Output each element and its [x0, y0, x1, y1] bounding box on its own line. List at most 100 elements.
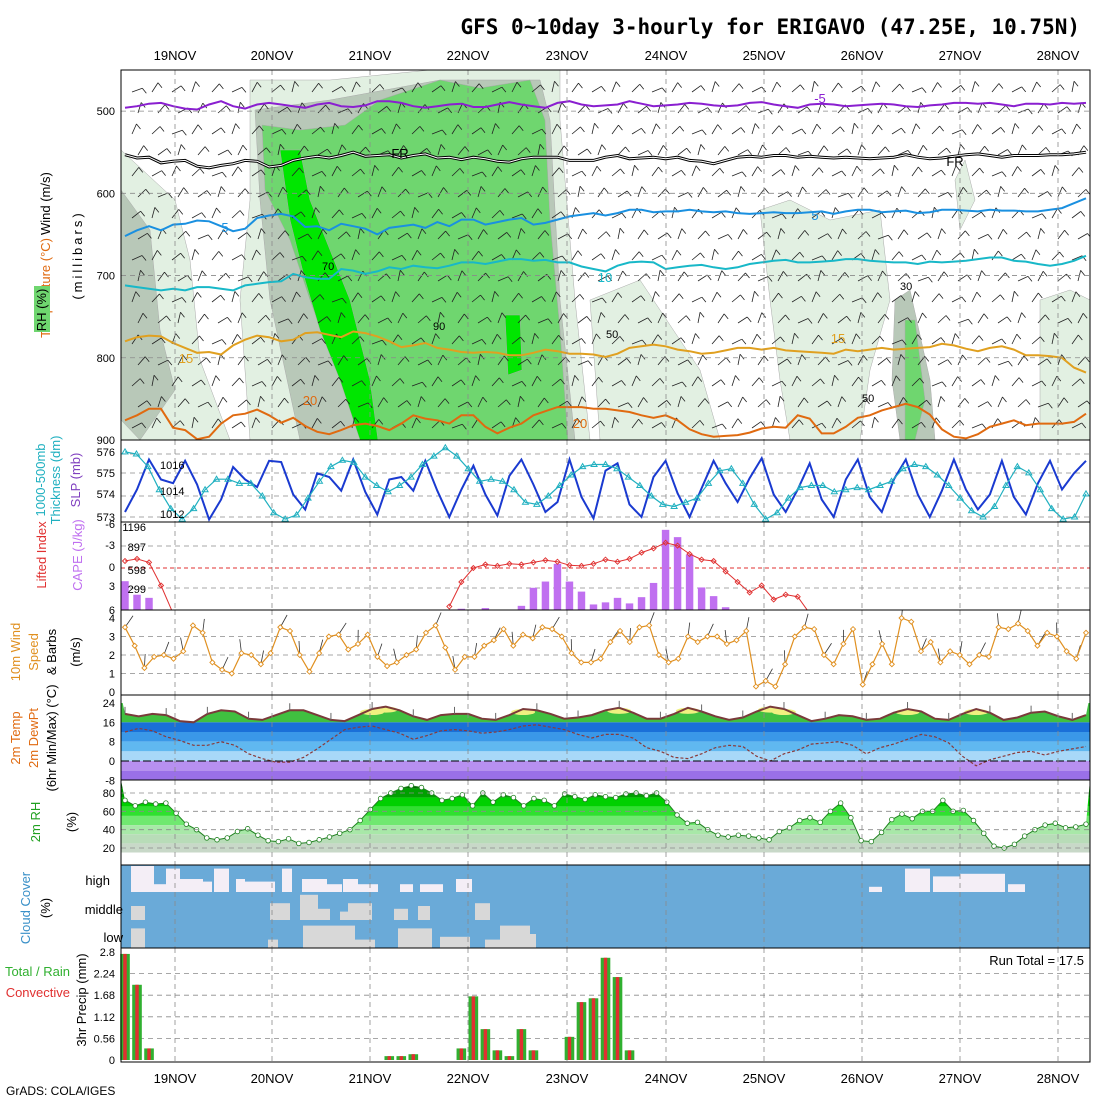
- rh-point: [1062, 825, 1069, 831]
- wind-barb: [437, 398, 446, 408]
- wind-speed-point: [209, 659, 216, 666]
- wind-barb-feather: [219, 83, 224, 90]
- wind-barb-feather: [376, 208, 382, 214]
- wind-barb: [577, 316, 588, 324]
- wind-barb: [857, 144, 862, 156]
- wind-barb: [277, 397, 285, 408]
- wind-barb-feather: [179, 420, 185, 426]
- wind-barb-feather: [397, 334, 403, 341]
- temp-title-2: 2m DewPt: [26, 708, 41, 768]
- wind-title-4: (m/s): [68, 637, 83, 667]
- wind-barb-feather: [737, 418, 743, 424]
- wind-barb: [451, 212, 462, 219]
- wind-barb-feather: [146, 400, 152, 406]
- wind-barb: [671, 337, 682, 345]
- wind-barb-feather: [640, 354, 646, 360]
- wind-barb-feather: [518, 125, 524, 131]
- wind-barb: [351, 212, 363, 219]
- wind-barb-feather: [201, 270, 207, 277]
- wind-barb-feather: [467, 234, 473, 240]
- cloud-gap: [131, 906, 145, 920]
- wind-speed-point: [1082, 629, 1090, 636]
- wind-barb: [451, 379, 462, 387]
- wind-barb-feather: [679, 125, 685, 132]
- cape-bar: [589, 604, 598, 610]
- wind-barb: [451, 249, 456, 261]
- wind-barb-feather: [823, 313, 828, 319]
- wind-barb-feather: [555, 291, 561, 298]
- wind-barb-feather: [598, 376, 603, 383]
- rh-point: [551, 803, 558, 809]
- rh-point: [623, 791, 629, 797]
- wind-barb-feather: [721, 270, 727, 276]
- wind-barb: [711, 167, 721, 177]
- wind-barb: [411, 82, 419, 93]
- wind-barb-feather: [666, 400, 672, 406]
- wind-barb-feather: [554, 81, 559, 87]
- li-point: [650, 545, 657, 552]
- wind-barb-feather: [463, 313, 469, 320]
- wind-speed-point: [141, 664, 148, 672]
- wind-barb-feather: [587, 360, 593, 366]
- wind-barb-feather: [778, 125, 784, 131]
- wind-speed-point: [325, 633, 332, 640]
- wind-barb: [551, 124, 558, 135]
- wind-barb-feather: [281, 296, 286, 302]
- wind-barb: [497, 232, 508, 240]
- wind-barb: [877, 314, 886, 324]
- li-tick-2: 0: [109, 562, 115, 574]
- wind-barb: [917, 276, 929, 282]
- wind-barb-feather: [501, 312, 507, 318]
- wind-barb-feather: [364, 314, 370, 320]
- wind-barb-feather: [903, 397, 908, 403]
- wind-barb: [777, 396, 781, 408]
- wind-barb-feather: [407, 232, 412, 239]
- wind-barb: [197, 234, 209, 240]
- wind-barb: [611, 292, 619, 303]
- cloud-gap: [270, 903, 290, 920]
- wind-barb: [637, 273, 647, 282]
- wind-barb-feather: [365, 146, 370, 153]
- cape-bar: [601, 602, 610, 610]
- wind-barb: [931, 249, 938, 261]
- wind-barb: [271, 376, 278, 387]
- wind-barb: [637, 186, 643, 198]
- rh-point: [449, 795, 455, 802]
- wind-barb: [371, 84, 381, 93]
- wind-barb-feather: [874, 417, 879, 423]
- wind-barb-feather: [663, 145, 668, 151]
- wind-barb-feather: [594, 123, 599, 129]
- wind-barb: [317, 186, 321, 198]
- wind-barb: [677, 315, 687, 324]
- wind-barb-feather: [695, 333, 700, 339]
- wind-barb-feather: [1027, 276, 1033, 282]
- wind-barb: [171, 85, 182, 93]
- cloud-gap: [398, 928, 432, 948]
- rh-point: [285, 836, 292, 842]
- wind-barb-feather: [539, 252, 545, 258]
- wind-barb: [271, 296, 282, 303]
- wind-barb-feather: [937, 82, 942, 88]
- rh-point: [725, 834, 731, 840]
- temperature-band-3: [121, 741, 1090, 752]
- wind-barb: [431, 129, 443, 135]
- wind-barb: [451, 335, 460, 345]
- wind-barb-feather: [976, 291, 982, 298]
- wind-barb-feather: [438, 208, 443, 215]
- wind-barb: [311, 375, 316, 387]
- wind-barb: [197, 190, 208, 198]
- thickness-point: [853, 483, 862, 491]
- wind-barb: [531, 208, 539, 219]
- wind-barb-feather: [1059, 251, 1064, 258]
- wind-barb-feather: [421, 228, 427, 234]
- rh-shade-6: [504, 314, 523, 376]
- wind-barb: [897, 149, 909, 156]
- wind-barb-feather: [204, 146, 210, 152]
- wind-speed-point: [199, 629, 206, 636]
- wind-barb: [457, 234, 469, 240]
- wind-barb: [591, 297, 603, 303]
- wind-speed-point: [413, 646, 420, 653]
- wind-barb-feather: [1047, 191, 1052, 197]
- wind-barb-feather: [726, 189, 731, 196]
- rh-point: [214, 837, 220, 843]
